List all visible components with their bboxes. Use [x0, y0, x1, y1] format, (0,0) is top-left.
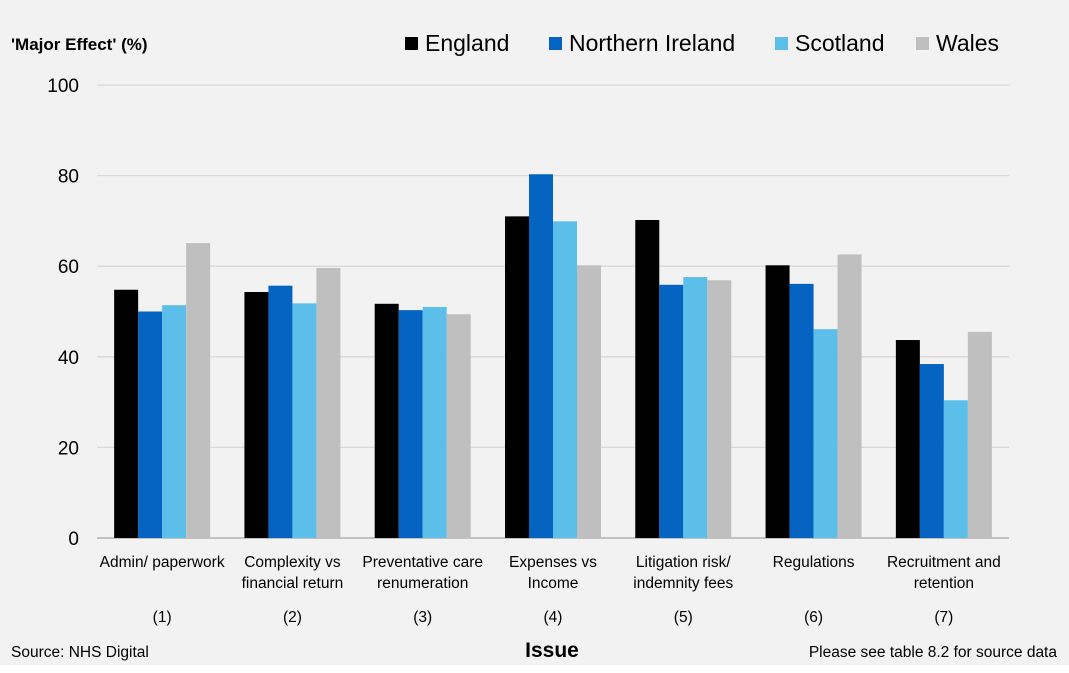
bar [943, 400, 968, 538]
category-label: Preventative care [362, 554, 483, 571]
legend-swatch [405, 37, 418, 50]
bar [292, 303, 317, 538]
y-tick-label: 100 [47, 76, 79, 97]
category-label: financial return [242, 575, 344, 592]
bar [577, 265, 601, 538]
category-label: retention [914, 575, 974, 592]
category-label: Regulations [773, 554, 855, 571]
category-number: (5) [674, 609, 693, 626]
x-axis-label: Issue [525, 639, 579, 662]
y-tick-label: 40 [58, 348, 79, 369]
bar [244, 292, 269, 538]
category-label: Expenses vs [509, 554, 597, 571]
bar [398, 310, 423, 538]
category-label: Litigation risk/ [636, 554, 731, 571]
category-number: (7) [934, 609, 953, 626]
bar [967, 331, 992, 538]
bars [114, 174, 992, 539]
bar [919, 364, 944, 538]
category-label: Admin/ paperwork [100, 554, 225, 571]
bar [138, 311, 163, 538]
bar [186, 243, 211, 539]
y-tick-label: 20 [58, 438, 79, 459]
y-tick-label: 60 [58, 257, 79, 278]
category-number: (6) [804, 609, 823, 626]
bar [446, 314, 471, 538]
legend-swatch [775, 37, 788, 50]
legend-label: England [425, 30, 509, 56]
bar [422, 306, 447, 538]
category-number: (1) [153, 609, 172, 626]
bar [316, 268, 341, 538]
category-label: Complexity vs [244, 554, 341, 571]
legend-label: Northern Ireland [569, 30, 735, 56]
bar [813, 329, 838, 538]
bar [162, 305, 187, 538]
bar [374, 303, 399, 538]
bar [268, 285, 293, 538]
bar [707, 280, 732, 538]
bar [114, 289, 139, 538]
bar [837, 254, 862, 538]
category-label: Recruitment and [887, 554, 1001, 571]
category-label: indemnity fees [633, 575, 733, 592]
category-label: Income [528, 575, 579, 592]
legend-label: Wales [936, 30, 999, 56]
category-number: (2) [283, 609, 302, 626]
category-number: (3) [413, 609, 432, 626]
legend-swatch [916, 37, 929, 50]
bar [659, 284, 684, 538]
category-number: (4) [544, 609, 563, 626]
bar [635, 219, 660, 538]
legend-swatch [549, 37, 562, 50]
source-note: Source: NHS Digital [11, 644, 149, 661]
category-label: renumeration [377, 575, 468, 592]
y-axis-ticks: 0 20 40 60 80 100 [47, 76, 79, 550]
y-tick-label: 80 [58, 167, 79, 188]
bar [505, 216, 529, 538]
table-reference-note: Please see table 8.2 for source data [809, 644, 1058, 661]
legend-label: Scotland [795, 30, 885, 56]
bar [895, 340, 920, 538]
bar [765, 265, 790, 538]
y-tick-label: 0 [68, 529, 79, 550]
category-labels: Admin/ paperwork (1) Complexity vs financia… [100, 554, 1001, 626]
bar [553, 221, 577, 538]
legend: England Northern Ireland Scotland Wales [405, 30, 999, 56]
bar [529, 174, 553, 538]
bar [683, 277, 708, 538]
y-axis-label: 'Major Effect' (%) [11, 35, 148, 54]
bar [789, 283, 814, 538]
